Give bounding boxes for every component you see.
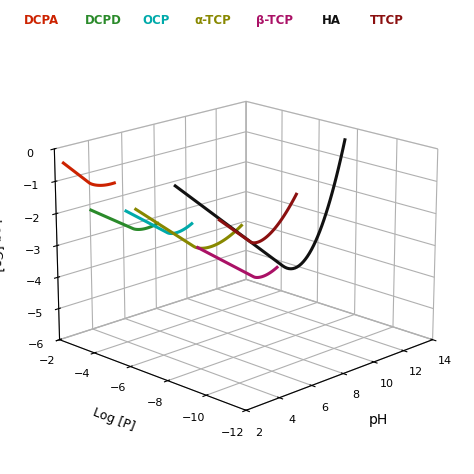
Text: TTCP: TTCP	[370, 14, 403, 27]
X-axis label: pH: pH	[368, 412, 388, 427]
Text: OCP: OCP	[142, 14, 170, 27]
Y-axis label: Log [P]: Log [P]	[91, 406, 137, 433]
Text: DCPA: DCPA	[24, 14, 59, 27]
Text: α-TCP: α-TCP	[194, 14, 231, 27]
Text: DCPD: DCPD	[85, 14, 122, 27]
Text: HA: HA	[322, 14, 341, 27]
Text: β-TCP: β-TCP	[256, 14, 293, 27]
